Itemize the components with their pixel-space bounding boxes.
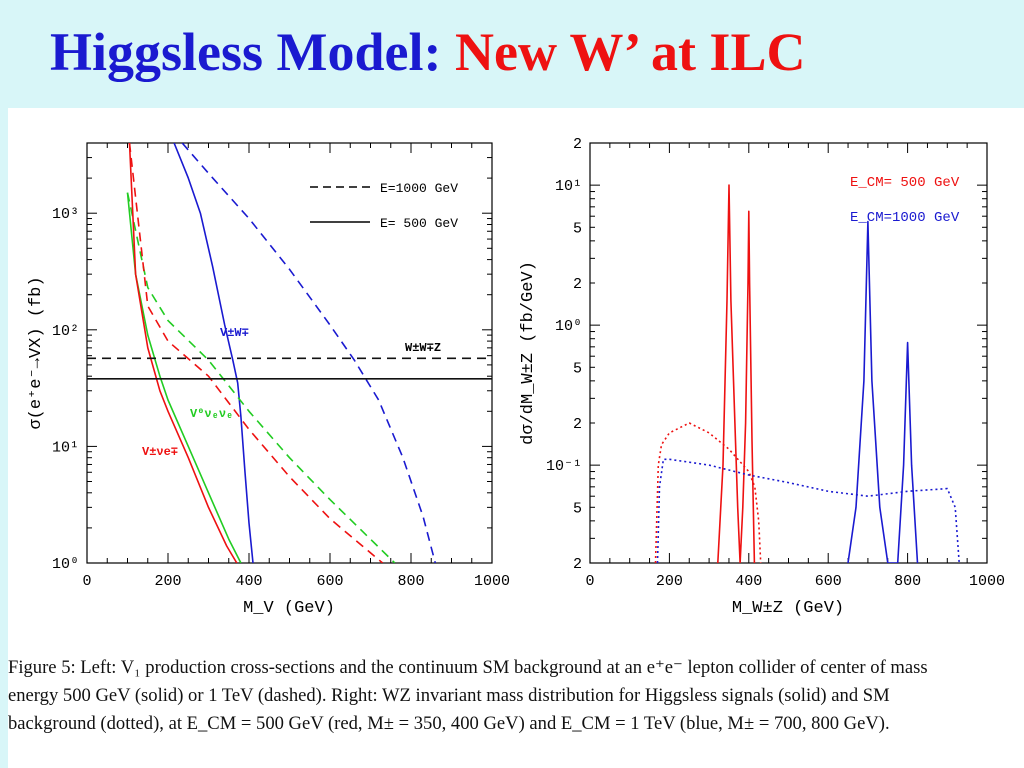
y-tick-label: 10¹ — [555, 178, 582, 195]
y-tick-label: 10⁰ — [555, 318, 582, 335]
x-tick-label: 600 — [815, 573, 842, 590]
right-ylabel: dσ/dM_W±Z (fb/GeV) — [519, 261, 538, 445]
y-tick-label: 5 — [573, 220, 582, 237]
caption-line-1: Figure 5: Left: V₁ production cross-sect… — [8, 657, 928, 678]
caption-line-2: energy 500 GeV (solid) or 1 TeV (dashed)… — [8, 685, 890, 706]
series-line-0-0 — [173, 143, 254, 563]
y-tick-label: 10² — [52, 323, 79, 340]
left-xlabel: M_V (GeV) — [243, 599, 335, 618]
x-tick-label: 0 — [585, 573, 594, 590]
slide-title-main: Higgsless Model: — [50, 22, 442, 82]
series-line-0-4 — [128, 143, 238, 563]
series-line-1-1 — [654, 422, 762, 563]
right-legend-500: E_CM= 500 GeV — [850, 175, 960, 191]
x-tick-label: 1000 — [474, 573, 510, 590]
legend-label-1000: E=1000 GeV — [380, 181, 458, 196]
right-xlabel: M_W±Z (GeV) — [732, 599, 844, 618]
slide-title: Higgsless Model: New W’ at ILC — [50, 22, 805, 82]
annotation-v0nunu: V⁰νₑνₑ — [190, 407, 233, 421]
series-line-1-2 — [847, 220, 919, 563]
y-tick-label: 2 — [573, 556, 582, 573]
right-plot-frame — [589, 142, 988, 564]
figure-caption: Figure 5: Left: V₁ production cross-sect… — [8, 654, 1020, 738]
x-tick-label: 600 — [316, 573, 343, 590]
y-tick-label: 2 — [573, 276, 582, 293]
x-tick-label: 800 — [397, 573, 424, 590]
right-chart: 2 5 10⁻¹ 2 5 10⁰ 2 5 10¹ 2 0 200 400 600 800 1000 M_W±… — [519, 136, 1005, 618]
annotation-wwz: W±W∓Z — [405, 341, 441, 355]
legend-label-500: E= 500 GeV — [380, 216, 458, 231]
series-line-0-1 — [181, 143, 437, 563]
y-tick-label: 10³ — [52, 206, 79, 223]
x-tick-label: 200 — [656, 573, 683, 590]
x-tick-label: 400 — [235, 573, 262, 590]
series-line-0-5 — [128, 143, 384, 563]
x-tick-label: 0 — [82, 573, 91, 590]
x-tick-label: 400 — [735, 573, 762, 590]
right-legend-1000: E_CM=1000 GeV — [850, 210, 960, 226]
y-tick-label: 2 — [573, 416, 582, 433]
left-ylabel: σ(e⁺e⁻→VX) (fb) — [27, 276, 46, 429]
x-tick-label: 200 — [154, 573, 181, 590]
left-accent-strip — [0, 108, 8, 768]
title-bar — [0, 0, 1024, 108]
y-tick-label: 2 — [573, 136, 582, 153]
caption-line-3: background (dotted), at E_CM = 500 GeV (… — [8, 713, 890, 734]
series-line-0-2 — [126, 192, 242, 563]
y-tick-label: 5 — [573, 500, 582, 517]
annotation-vw: V±W∓ — [220, 326, 249, 340]
slide-title-accent: New W’ at ILC — [454, 22, 806, 82]
y-tick-label: 10⁰ — [52, 556, 79, 573]
annotation-vnue: V±νe∓ — [142, 445, 178, 459]
y-tick-label: 5 — [573, 360, 582, 377]
series-line-1-3 — [656, 458, 960, 563]
y-tick-label: 10¹ — [52, 439, 79, 456]
x-tick-label: 800 — [894, 573, 921, 590]
left-chart: 10⁰ 10¹ 10² 10³ 0 200 400 600 800 1000 M_V (GeV)… — [27, 142, 510, 618]
series-line-1-0 — [717, 184, 756, 563]
x-tick-label: 1000 — [969, 573, 1005, 590]
figure-panels: 10⁰ 10¹ 10² 10³ 0 200 400 600 800 1000 M_V (GeV)… — [27, 136, 1005, 618]
series-line-0-3 — [126, 192, 396, 563]
y-tick-label: 10⁻¹ — [546, 458, 582, 475]
